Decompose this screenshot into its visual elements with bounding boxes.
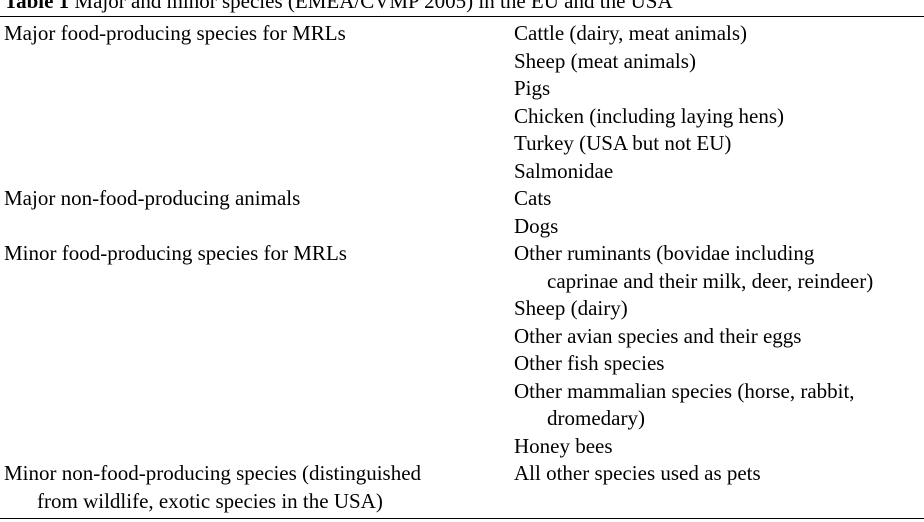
species-item: All other species used as pets — [514, 460, 924, 488]
species-item: Other avian species and their eggs — [514, 323, 924, 351]
species-item: Honey bees — [514, 433, 924, 461]
category-text: Major non-food-producing animals — [4, 186, 301, 210]
species-item: Sheep (meat animals) — [514, 48, 924, 76]
category-cell: Major food-producing species for MRLs — [0, 20, 514, 48]
table-row: Major food-producing species for MRLs Cat… — [0, 20, 924, 185]
species-text: Other mammalian species (horse, rabbit, — [514, 378, 855, 403]
species-table: Major food-producing species for MRLs Cat… — [0, 20, 924, 515]
table-title: Major and minor species (EMEA/CVMP 2005)… — [74, 0, 673, 13]
species-text: Turkey (USA but not EU) — [514, 131, 732, 155]
species-text: dromedary) — [547, 406, 645, 430]
category-cell: Minor non-food-producing species (distin… — [0, 460, 514, 515]
species-item: Other fish species — [514, 350, 924, 378]
category-text: from wildlife, exotic species in the USA… — [37, 488, 383, 513]
species-cell: Other ruminants (bovidae including caprin… — [514, 240, 924, 460]
category-text: Minor non-food-producing species (distin… — [4, 461, 422, 485]
species-cell: Cats Dogs — [514, 185, 924, 240]
species-text: Sheep (meat animals) — [514, 48, 696, 73]
species-cell: All other species used as pets — [514, 460, 924, 488]
species-item: Pigs — [514, 75, 924, 103]
species-text: caprinae and their milk, deer, reindeer) — [547, 268, 874, 293]
species-item: Dogs — [514, 213, 924, 241]
species-text: Salmonidae — [514, 158, 614, 183]
bottom-rule — [0, 518, 924, 519]
top-rule — [0, 16, 924, 17]
species-text: Other fish species — [514, 351, 665, 375]
category-text: Major food-producing species for MRLs — [4, 21, 346, 45]
table-label: Table 1 — [4, 0, 70, 13]
species-text: Dogs — [514, 213, 559, 238]
table-caption: Table 1 Major and minor species (EMEA/CV… — [4, 0, 673, 13]
category-text: Minor food-producing species for MRLs — [4, 241, 347, 265]
category-cell: Minor food-producing species for MRLs — [0, 240, 514, 268]
species-item: Cattle (dairy, meat animals) — [514, 20, 924, 48]
species-text: Other ruminants (bovidae including — [514, 241, 815, 265]
species-text: Cats — [514, 186, 552, 210]
species-item: Other mammalian species (horse, rabbit, d… — [514, 378, 924, 433]
species-text: Chicken (including laying hens) — [514, 103, 785, 128]
species-text: All other species used as pets — [514, 461, 761, 485]
species-text: Pigs — [514, 76, 551, 100]
table-row: Minor non-food-producing species (distin… — [0, 460, 924, 515]
table-row: Minor food-producing species for MRLs Oth… — [0, 240, 924, 460]
species-item: Cats — [514, 185, 924, 213]
species-text: Other avian species and their eggs — [514, 323, 802, 348]
category-cell: Major non-food-producing animals — [0, 185, 514, 213]
species-item: Sheep (dairy) — [514, 295, 924, 323]
species-item: Other ruminants (bovidae including caprin… — [514, 240, 924, 295]
species-text: Honey bees — [514, 433, 613, 458]
species-text: Cattle (dairy, meat animals) — [514, 21, 748, 45]
species-text: Sheep (dairy) — [514, 296, 628, 320]
table-row: Major non-food-producing animals Cats Dogs — [0, 185, 924, 240]
species-item: Chicken (including laying hens) — [514, 103, 924, 131]
species-cell: Cattle (dairy, meat animals) Sheep (meat … — [514, 20, 924, 185]
species-item: Salmonidae — [514, 158, 924, 186]
species-item: Turkey (USA but not EU) — [514, 130, 924, 158]
